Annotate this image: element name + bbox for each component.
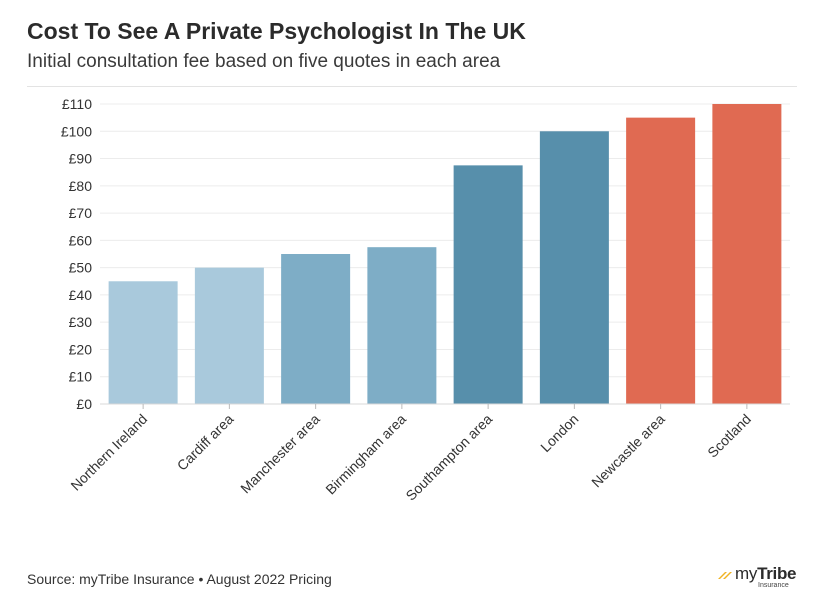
- y-tick-label: £110: [62, 96, 92, 112]
- y-tick-label: £70: [69, 205, 93, 221]
- brand-sub: Insurance: [758, 582, 789, 589]
- bar-chart: £0 £10 £20 £30 £40 £50 £60 £70 £80 £90 £100 £110 No…: [61, 96, 790, 504]
- y-tick-label: £60: [69, 232, 93, 248]
- x-tick-label: Cardiff area: [174, 411, 237, 474]
- y-tick-label: £0: [76, 396, 92, 412]
- chart-subtitle: Initial consultation fee based on five q…: [27, 51, 501, 72]
- y-tick-label: £20: [69, 341, 93, 357]
- bar: [194, 267, 264, 404]
- bar: [281, 254, 351, 404]
- bar: [712, 104, 782, 404]
- y-tick-label: £40: [69, 287, 93, 303]
- y-tick-label: £50: [69, 260, 93, 276]
- y-tick-label: £90: [69, 151, 93, 167]
- header-divider: [27, 86, 797, 87]
- y-tick-label: £100: [61, 123, 92, 139]
- bars: [108, 104, 782, 405]
- bar: [367, 247, 437, 404]
- x-tick-label: Scotland: [704, 411, 754, 461]
- x-tick-label: Birmingham area: [322, 411, 409, 498]
- y-tick-label: £10: [69, 369, 93, 385]
- x-tick-label: London: [537, 411, 581, 455]
- brand-name: myTribe: [735, 564, 797, 583]
- x-tick-label: Manchester area: [237, 411, 323, 497]
- x-tick-label: Northern Ireland: [67, 411, 150, 494]
- x-tick-label: Newcastle area: [588, 411, 668, 491]
- chart-title: Cost To See A Private Psychologist In Th…: [27, 18, 526, 44]
- y-axis: £0 £10 £20 £30 £40 £50 £60 £70 £80 £90 £100 £110: [61, 96, 92, 412]
- y-tick-label: £30: [69, 314, 93, 330]
- bar: [626, 117, 696, 405]
- bar: [539, 131, 609, 404]
- x-tick-label: Southampton area: [402, 411, 495, 504]
- y-tick-label: £80: [69, 178, 93, 194]
- mytribe-logo: myTribe Insurance: [716, 564, 800, 590]
- bar: [453, 165, 523, 404]
- logo-mark-icon: [718, 572, 732, 579]
- bar: [108, 281, 178, 404]
- x-axis: Northern Ireland Cardiff area Manchester a…: [67, 403, 790, 504]
- source-note: Source: myTribe Insurance • August 2022 …: [27, 571, 332, 587]
